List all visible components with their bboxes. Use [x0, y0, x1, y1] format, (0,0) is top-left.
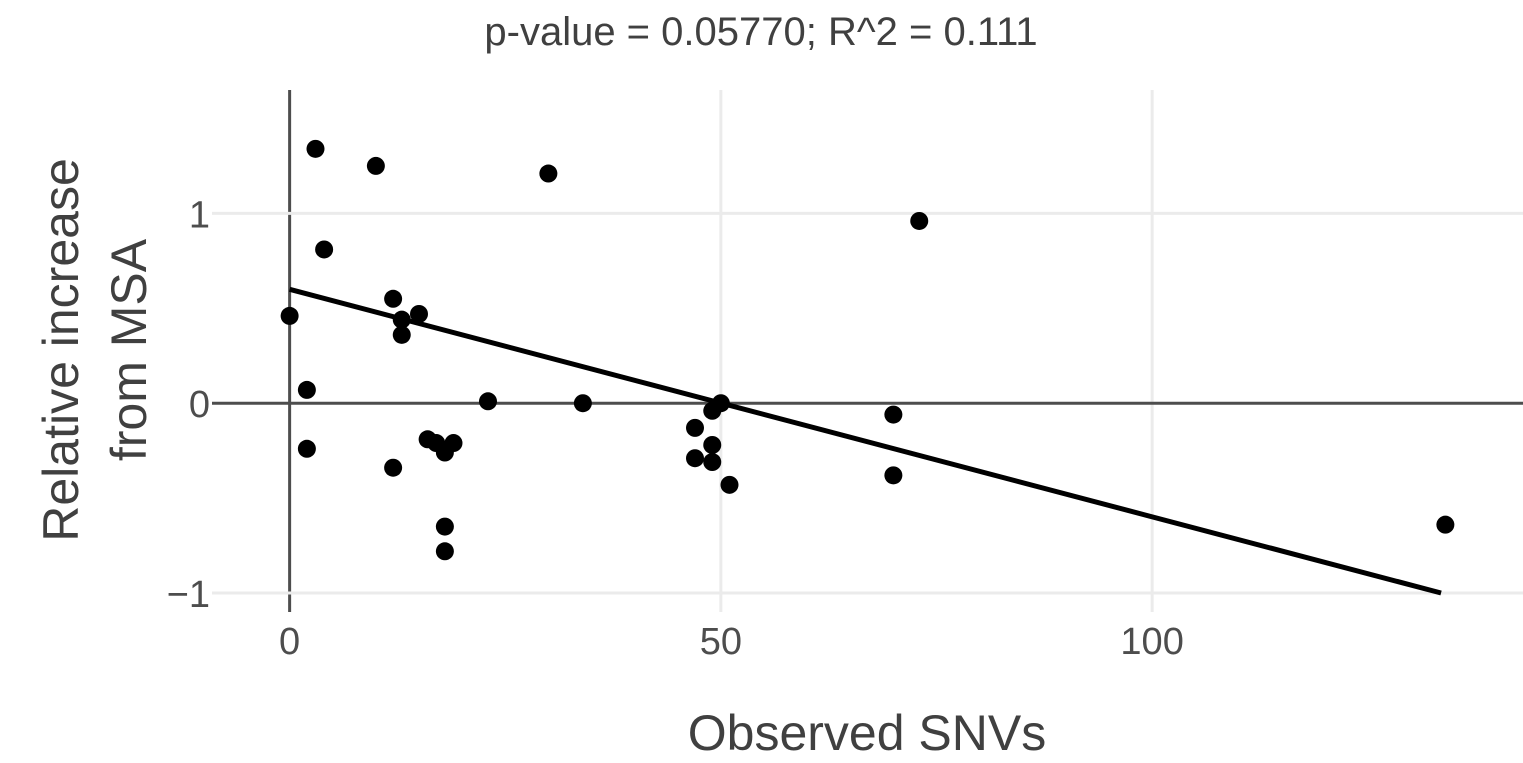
- data-point: [910, 211, 929, 230]
- data-point: [1436, 515, 1455, 534]
- y-tick-label: 1: [189, 194, 210, 236]
- data-point: [479, 392, 497, 411]
- data-point: [435, 517, 454, 536]
- x-tick-label: 0: [279, 621, 300, 663]
- y-axis-title: Relative increase from MSA: [33, 158, 157, 542]
- regression-line-group: [288, 286, 1442, 596]
- x-tick-label: 100: [1120, 621, 1183, 663]
- grid: [212, 90, 1523, 612]
- data-point: [410, 304, 428, 323]
- x-axis-title: Observed SNVs: [688, 705, 1046, 761]
- data-point: [703, 453, 722, 472]
- y-tick-label: −1: [167, 574, 210, 616]
- data-points: [280, 139, 1455, 561]
- data-point: [703, 435, 722, 454]
- data-point: [315, 240, 334, 259]
- data-point: [573, 394, 592, 413]
- data-point: [884, 466, 903, 485]
- data-point: [444, 434, 463, 453]
- data-point: [711, 394, 730, 413]
- data-point: [884, 405, 903, 424]
- data-point: [686, 418, 704, 437]
- data-point: [297, 380, 316, 399]
- data-point: [686, 449, 704, 468]
- data-point: [306, 139, 325, 158]
- data-point: [384, 289, 403, 308]
- data-point: [435, 542, 454, 561]
- y-axis-title-line-2: from MSA: [101, 238, 157, 461]
- y-axis-title-line-1: Relative increase: [33, 158, 89, 542]
- data-point: [297, 439, 316, 458]
- data-point: [392, 325, 411, 344]
- data-point: [539, 164, 558, 183]
- chart-title: p-value = 0.05770; R^2 = 0.111: [484, 10, 1037, 54]
- data-point: [384, 458, 403, 477]
- data-point: [280, 306, 299, 325]
- x-tick-label: 50: [700, 621, 742, 663]
- data-point: [366, 156, 385, 175]
- data-point: [392, 310, 411, 329]
- regression-line: [288, 286, 1442, 596]
- y-axis-ticks: −1 0 1: [167, 194, 210, 616]
- x-axis-ticks: 0 50 100: [279, 621, 1184, 663]
- y-tick-label: 0: [189, 384, 210, 426]
- data-point: [720, 475, 739, 494]
